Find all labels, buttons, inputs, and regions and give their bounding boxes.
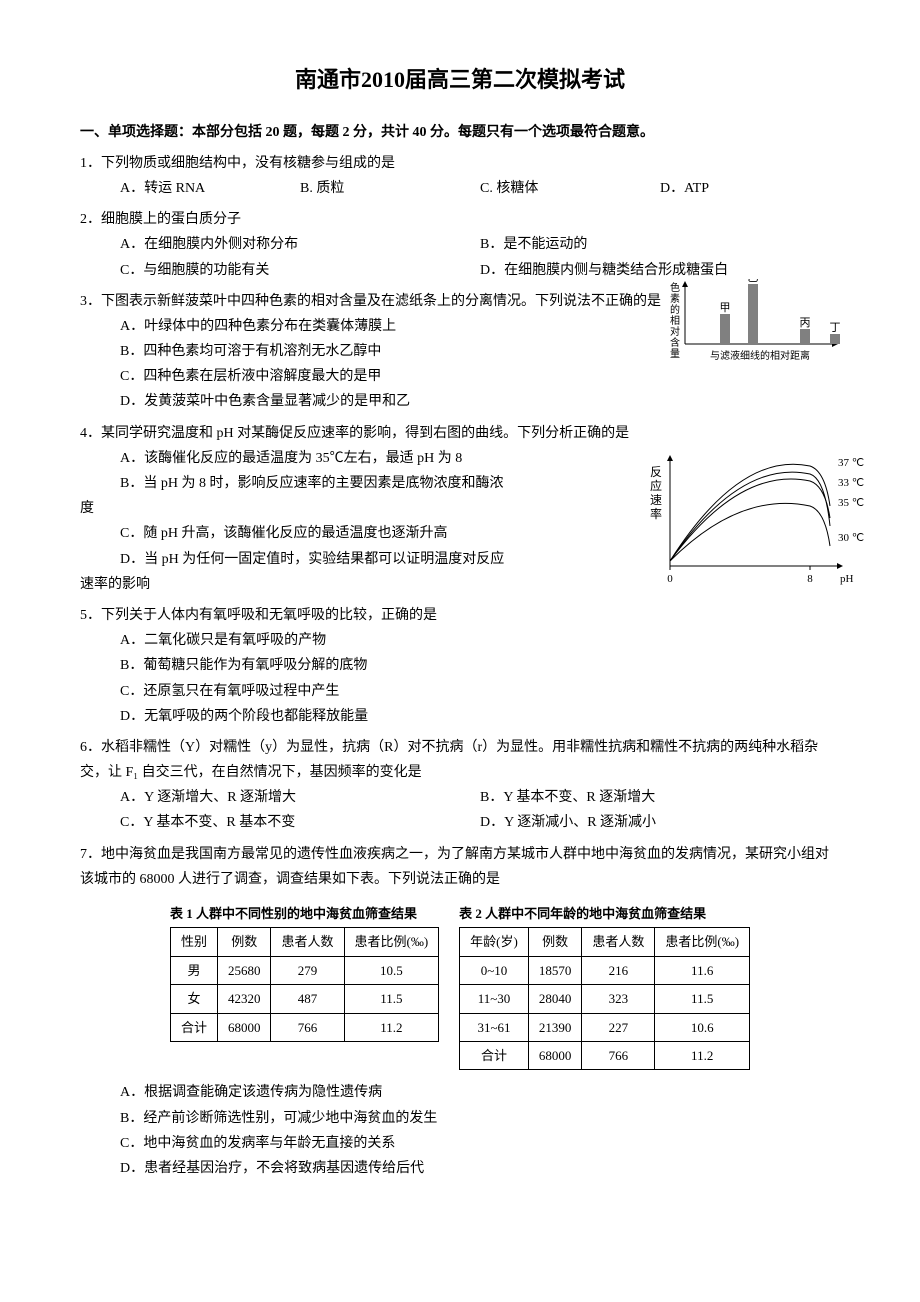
svg-text:丁: 丁 <box>830 322 841 334</box>
q7-table1: 表 1 人群中不同性别的地中海贫血筛查结果 性别例数患者人数患者比例(‰)男25… <box>170 902 439 1070</box>
q5-opt-d: D．无氧呼吸的两个阶段也都能释放能量 <box>120 704 840 729</box>
q6-stem: 6．水稻非糯性（Y）对糯性（y）为显性，抗病（R）对不抗病（r）为显性。用非糯性… <box>80 735 840 785</box>
svg-text:8: 8 <box>807 573 813 585</box>
question-5: 5．下列关于人体内有氧呼吸和无氧呼吸的比较，正确的是 A．二氧化碳只是有氧呼吸的… <box>80 603 840 729</box>
q2-stem: 2．细胞膜上的蛋白质分子 <box>80 207 840 232</box>
question-6: 6．水稻非糯性（Y）对糯性（y）为显性，抗病（R）对不抗病（r）为显性。用非糯性… <box>80 735 840 836</box>
svg-text:甲: 甲 <box>720 302 731 314</box>
svg-text:37 ℃: 37 ℃ <box>838 457 864 469</box>
svg-text:与滤液细线的相对距离: 与滤液细线的相对距离 <box>710 349 810 362</box>
q6-opt-d: D．Y 逐渐减小、R 逐渐减小 <box>480 810 840 835</box>
question-3: 3．下图表示新鲜菠菜叶中四种色素的相对含量及在滤纸条上的分离情况。下列说法不正确… <box>80 289 840 415</box>
svg-text:30 ℃: 30 ℃ <box>838 532 864 544</box>
q4-line-chart: 37 ℃ 33 ℃ 35 ℃ 30 ℃ 反应速率 0 8 pH <box>640 431 870 591</box>
exam-title: 南通市2010届高三第二次模拟考试 <box>80 60 840 100</box>
q5-opt-c: C．还原氢只在有氧呼吸过程中产生 <box>120 679 840 704</box>
q1-opt-a: A．转运 RNA <box>120 176 300 201</box>
q7-opt-b: B．经产前诊断筛选性别，可减少地中海贫血的发生 <box>120 1106 840 1131</box>
q6-opt-c: C．Y 基本不变、R 基本不变 <box>120 810 480 835</box>
q2-opt-c: C．与细胞膜的功能有关 <box>120 258 480 283</box>
svg-text:对: 对 <box>670 325 680 338</box>
q7-opt-c: C．地中海贫血的发病率与年龄无直接的关系 <box>120 1131 840 1156</box>
svg-text:含: 含 <box>670 336 680 349</box>
q1-stem: 1．下列物质或细胞结构中，没有核糖参与组成的是 <box>80 151 840 176</box>
q5-opt-a: A．二氧化碳只是有氧呼吸的产物 <box>120 628 840 653</box>
svg-text:率: 率 <box>650 506 662 521</box>
question-1: 1．下列物质或细胞结构中，没有核糖参与组成的是 A．转运 RNA B. 质粒 C… <box>80 151 840 201</box>
q7-table2-caption: 表 2 人群中不同年龄的地中海贫血筛查结果 <box>459 902 750 925</box>
question-7: 7．地中海贫血是我国南方最常见的遗传性血液疾病之一，为了解南方某城市人群中地中海… <box>80 842 840 1181</box>
question-4: 4．某同学研究温度和 pH 对某酶促反应速率的影响，得到右图的曲线。下列分析正确… <box>80 421 840 597</box>
svg-text:量: 量 <box>670 348 680 360</box>
q3-opt-d: D．发黄菠菜叶中色素含量显著减少的是甲和乙 <box>120 389 840 414</box>
svg-text:素: 素 <box>670 292 680 305</box>
svg-text:33 ℃: 33 ℃ <box>838 477 864 489</box>
q7-opt-a: A．根据调查能确定该遗传病为隐性遗传病 <box>120 1080 840 1105</box>
svg-text:应: 应 <box>650 478 662 493</box>
svg-text:的: 的 <box>670 303 680 316</box>
q7-opt-d: D．患者经基因治疗，不会将致病基因遗传给后代 <box>120 1156 840 1181</box>
q2-opt-a: A．在细胞膜内外侧对称分布 <box>120 232 480 257</box>
q6-opt-a: A．Y 逐渐增大、R 逐渐增大 <box>120 785 480 810</box>
svg-text:反: 反 <box>650 465 662 479</box>
q2-opt-b: B．是不能运动的 <box>480 232 840 257</box>
svg-text:35 ℃: 35 ℃ <box>838 497 864 509</box>
svg-text:色: 色 <box>670 281 680 294</box>
q7-table2: 表 2 人群中不同年龄的地中海贫血筛查结果 年龄(岁)例数患者人数患者比例(‰)… <box>459 902 750 1070</box>
q3-bar-chart: 甲 乙丙 丁 色素的相对含量 与滤液细线的相对距离 <box>660 279 850 369</box>
svg-text:0: 0 <box>667 573 673 585</box>
q5-opt-b: B．葡萄糖只能作为有氧呼吸分解的底物 <box>120 653 840 678</box>
question-2: 2．细胞膜上的蛋白质分子 A．在细胞膜内外侧对称分布 B．是不能运动的 C．与细… <box>80 207 840 283</box>
q6-opt-b: B．Y 基本不变、R 逐渐增大 <box>480 785 840 810</box>
q1-opt-c: C. 核糖体 <box>480 176 660 201</box>
q5-stem: 5．下列关于人体内有氧呼吸和无氧呼吸的比较，正确的是 <box>80 603 840 628</box>
q7-stem: 7．地中海贫血是我国南方最常见的遗传性血液疾病之一，为了解南方某城市人群中地中海… <box>80 842 840 892</box>
svg-text:乙: 乙 <box>748 279 759 284</box>
svg-text:丙: 丙 <box>800 317 811 329</box>
svg-text:相: 相 <box>670 314 680 327</box>
section-header: 一、单项选择题：本部分包括 20 题，每题 2 分，共计 40 分。每题只有一个… <box>80 120 840 145</box>
svg-text:pH: pH <box>840 573 854 585</box>
svg-text:速: 速 <box>650 493 662 507</box>
q1-opt-d: D．ATP <box>660 176 840 201</box>
q1-opt-b: B. 质粒 <box>300 176 480 201</box>
q7-table1-caption: 表 1 人群中不同性别的地中海贫血筛查结果 <box>170 902 439 925</box>
